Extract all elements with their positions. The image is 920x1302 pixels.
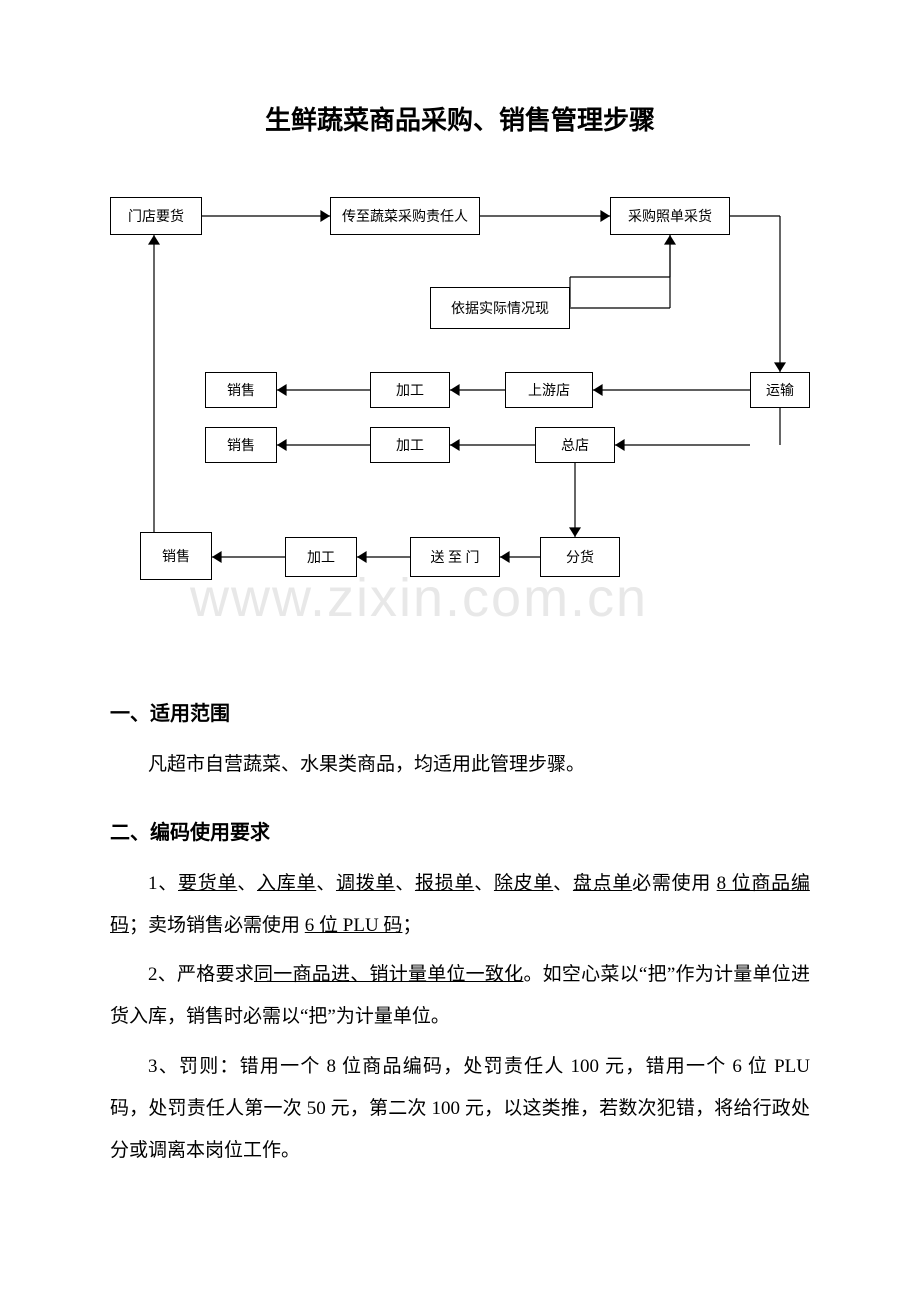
flow-node-n14: 加工: [285, 537, 357, 577]
flow-node-n1: 门店要货: [110, 197, 202, 235]
underlined-text: 报损单: [415, 873, 474, 894]
paragraph: 2、严格要求同一商品进、销计量单位一致化。如空心菜以“把”作为计量单位进货入库，…: [110, 954, 810, 1038]
underlined-text: 入库单: [257, 873, 316, 894]
flowchart-container: www.zixin.com.cn 门店要货传至蔬菜采购责任人采购照单采货依据实际…: [110, 197, 810, 627]
text-segment: 必需使用: [632, 873, 716, 894]
underlined-text: 要货单: [178, 873, 237, 894]
underlined-text: 调拨单: [336, 873, 395, 894]
flow-node-n10: 加工: [370, 427, 450, 463]
flow-node-n3: 采购照单采货: [610, 197, 730, 235]
text-segment: 、: [553, 873, 573, 894]
text-segment: ；卖场销售必需使用: [129, 915, 305, 936]
underlined-text: 盘点单: [573, 873, 632, 894]
section-heading: 二、编码使用要求: [110, 816, 810, 845]
paragraph: 1、要货单、入库单、调拨单、报损单、除皮单、盘点单必需使用 8 位商品编码；卖场…: [110, 863, 810, 947]
underlined-text: 除皮单: [494, 873, 553, 894]
flow-node-n8: 销售: [205, 372, 277, 408]
section-1: 一、适用范围 凡超市自营蔬菜、水果类商品，均适用此管理步骤。: [110, 697, 810, 786]
text-segment: 2、严格要求: [148, 964, 254, 985]
paragraph: 凡超市自营蔬菜、水果类商品，均适用此管理步骤。: [110, 744, 810, 786]
flow-node-n2: 传至蔬菜采购责任人: [330, 197, 480, 235]
flow-node-n7: 加工: [370, 372, 450, 408]
text-segment: 1、: [148, 873, 178, 894]
text-segment: 、: [237, 873, 257, 894]
flow-node-n9: 总店: [535, 427, 615, 463]
flow-node-n13: 送 至 门: [410, 537, 500, 577]
flow-node-n12: 分货: [540, 537, 620, 577]
underlined-text: 6 位 PLU 码: [305, 915, 403, 936]
text-segment: 、: [474, 873, 494, 894]
document-page: 生鲜蔬菜商品采购、销售管理步骤 www.zixin.com.cn 门店要货传至蔬…: [0, 0, 920, 1171]
flow-node-n11: 销售: [205, 427, 277, 463]
flow-node-n6: 上游店: [505, 372, 593, 408]
section-2: 二、编码使用要求 1、要货单、入库单、调拨单、报损单、除皮单、盘点单必需使用 8…: [110, 816, 810, 1172]
paragraph: 3、罚则：错用一个 8 位商品编码，处罚责任人 100 元，错用一个 6 位 P…: [110, 1046, 810, 1171]
text-segment: 、: [316, 873, 336, 894]
flow-node-n15: 销售: [140, 532, 212, 580]
flow-node-n5: 运输: [750, 372, 810, 408]
underlined-text: 同一商品进、销计量单位一致化: [254, 964, 523, 985]
text-segment: ；: [402, 915, 421, 936]
document-title: 生鲜蔬菜商品采购、销售管理步骤: [110, 100, 810, 137]
section-heading: 一、适用范围: [110, 697, 810, 726]
text-segment: 、: [395, 873, 415, 894]
flow-node-n4: 依据实际情况现: [430, 287, 570, 329]
